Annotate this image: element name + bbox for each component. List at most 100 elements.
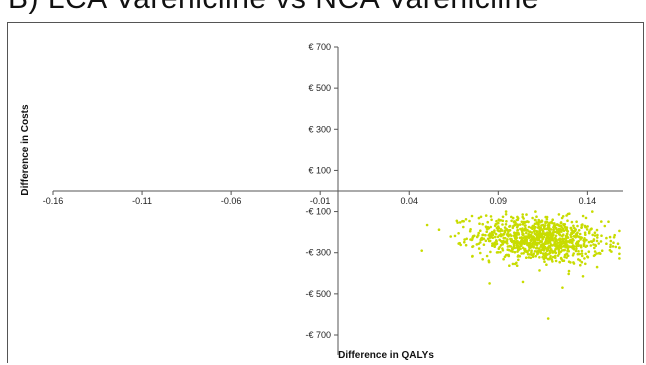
chart-title: B) LCA Varenicline vs NCA Varenicline bbox=[8, 0, 539, 16]
data-point bbox=[485, 230, 489, 233]
data-point bbox=[538, 269, 541, 272]
data-point bbox=[498, 238, 501, 242]
data-point bbox=[513, 224, 516, 227]
data-point bbox=[575, 232, 578, 236]
data-point bbox=[456, 221, 459, 224]
data-point bbox=[565, 214, 568, 217]
data-point bbox=[551, 231, 554, 234]
data-point bbox=[527, 245, 531, 249]
data-point bbox=[525, 213, 528, 216]
data-point bbox=[560, 228, 564, 231]
data-point bbox=[558, 238, 562, 242]
data-point bbox=[508, 229, 511, 232]
data-point bbox=[520, 244, 523, 247]
data-point bbox=[516, 255, 520, 258]
data-point bbox=[498, 230, 502, 233]
data-point bbox=[528, 242, 531, 245]
data-point bbox=[593, 253, 597, 257]
data-point bbox=[580, 252, 584, 255]
data-point bbox=[510, 219, 513, 223]
data-point bbox=[481, 258, 485, 261]
data-point bbox=[527, 236, 531, 239]
data-point bbox=[541, 242, 545, 246]
x-tick-label: -0.16 bbox=[43, 196, 64, 206]
data-point bbox=[513, 250, 517, 254]
data-point bbox=[464, 218, 468, 221]
data-point bbox=[618, 229, 621, 233]
data-point bbox=[505, 240, 509, 243]
data-point bbox=[539, 251, 543, 254]
data-point bbox=[481, 233, 485, 237]
data-point bbox=[558, 260, 561, 264]
data-point bbox=[587, 250, 591, 253]
data-point bbox=[584, 216, 588, 220]
data-point bbox=[558, 244, 562, 248]
data-point bbox=[521, 246, 525, 250]
data-point bbox=[458, 221, 462, 224]
data-point bbox=[508, 224, 512, 228]
data-point bbox=[482, 237, 486, 240]
data-point bbox=[566, 245, 570, 249]
data-point bbox=[538, 221, 541, 224]
data-point bbox=[477, 216, 481, 220]
data-point bbox=[564, 245, 567, 249]
data-point bbox=[584, 252, 587, 256]
data-point bbox=[524, 220, 528, 224]
data-point bbox=[504, 210, 508, 213]
data-point bbox=[486, 220, 490, 224]
data-point bbox=[459, 243, 463, 247]
data-point bbox=[488, 239, 492, 243]
data-point bbox=[532, 252, 536, 256]
data-point bbox=[563, 248, 566, 252]
data-point bbox=[596, 233, 599, 237]
data-point bbox=[558, 224, 561, 227]
data-point bbox=[600, 234, 603, 237]
data-point bbox=[534, 225, 537, 229]
data-point bbox=[611, 245, 615, 248]
data-point bbox=[479, 251, 482, 255]
data-point bbox=[576, 224, 579, 228]
data-point bbox=[502, 257, 505, 261]
data-point bbox=[515, 225, 519, 229]
data-point bbox=[486, 237, 490, 241]
data-point bbox=[487, 259, 491, 263]
data-point bbox=[489, 215, 493, 218]
data-point bbox=[561, 215, 565, 218]
data-point bbox=[582, 243, 586, 246]
data-point bbox=[544, 251, 547, 255]
data-point bbox=[515, 264, 519, 268]
data-point bbox=[541, 232, 544, 235]
data-point bbox=[530, 250, 533, 254]
data-point bbox=[522, 252, 525, 255]
data-point bbox=[515, 240, 518, 243]
data-point bbox=[526, 243, 529, 247]
data-point bbox=[593, 250, 597, 253]
data-point bbox=[493, 245, 497, 248]
data-point bbox=[559, 246, 563, 250]
data-point bbox=[502, 236, 506, 240]
data-point bbox=[462, 225, 465, 229]
data-point bbox=[561, 286, 564, 289]
data-point bbox=[540, 220, 544, 223]
data-point bbox=[593, 234, 597, 237]
data-point bbox=[535, 244, 539, 247]
data-point bbox=[545, 218, 549, 221]
data-point bbox=[583, 238, 586, 242]
data-point bbox=[542, 245, 545, 248]
data-point bbox=[557, 248, 561, 251]
data-point bbox=[562, 259, 566, 263]
data-point bbox=[548, 230, 552, 234]
data-point bbox=[535, 215, 538, 218]
data-point bbox=[520, 252, 523, 255]
data-point bbox=[484, 233, 487, 237]
data-point bbox=[485, 227, 489, 230]
data-point bbox=[556, 245, 559, 249]
data-point bbox=[527, 225, 531, 229]
data-point bbox=[525, 250, 528, 254]
data-point bbox=[565, 235, 568, 239]
data-point bbox=[569, 245, 572, 249]
data-point bbox=[589, 228, 592, 231]
data-point bbox=[538, 247, 541, 250]
data-point bbox=[583, 257, 586, 260]
data-point bbox=[562, 224, 566, 227]
